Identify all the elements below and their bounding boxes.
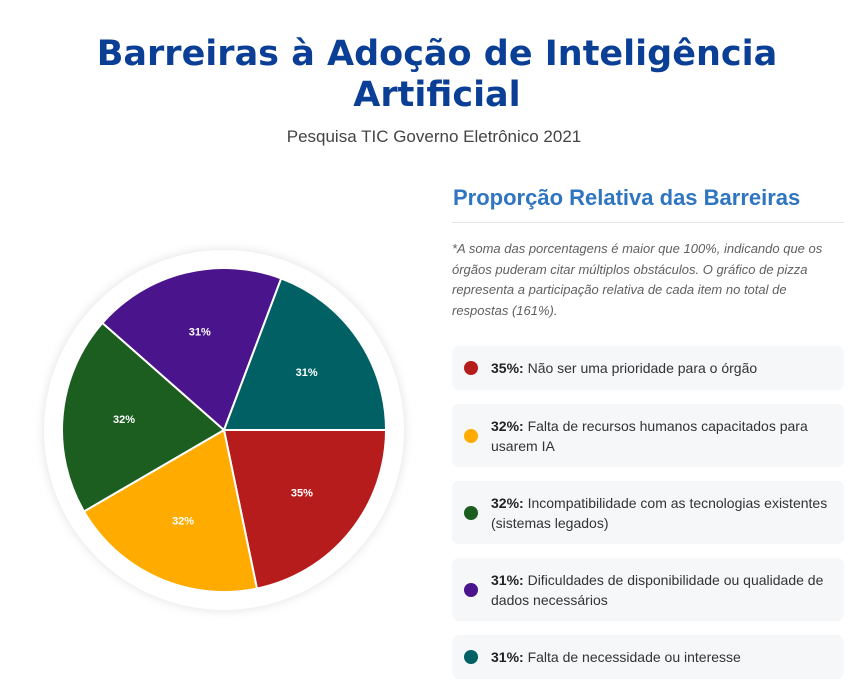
legend-label: Dificuldades de disponibilidade ou quali… [491,571,824,608]
legend-item-4: 31%: Dificuldades de disponibilidade ou … [452,558,844,621]
pie-chart: 35% 32% 32% 31% 31% [44,250,404,610]
pie-slice-2[interactable] [82,428,259,593]
slice-label-4: 31% [189,326,211,338]
pie-slice-4[interactable] [101,267,283,432]
slice-label-3: 32% [113,414,135,426]
legend-color-dot [464,428,478,443]
legend-text: 32%: Falta de recursos humanos capacitad… [491,416,834,456]
pie-slice-1[interactable] [222,429,388,590]
legend-value: 35%: [491,360,524,376]
legend-value: 31%: [491,571,524,588]
page-title: Barreiras à Adoção de Inteligência Artif… [96,34,778,115]
legend-value: 32%: [491,494,524,511]
pie-chart-svg: 35% 32% 32% 31% 31% [44,250,404,610]
slice-label-1: 35% [291,487,313,499]
legend-color-dot [464,582,478,597]
legend-color-dot [464,361,478,375]
legend-value: 32%: [491,417,524,434]
legend-text: 32%: Incompatibilidade com as tecnologia… [491,493,834,533]
legend-item-2: 32%: Falta de recursos humanos capacitad… [452,404,844,467]
legend-color-dot [464,650,478,664]
legend-label: Não ser uma prioridade para o órgão [523,360,758,376]
legend-label: Falta de necessidade ou interesse [523,649,741,665]
legend-value: 31%: [491,649,524,665]
pie-slice-3[interactable] [61,321,226,513]
slice-label-2: 32% [172,516,194,528]
legend-item-3: 32%: Incompatibilidade com as tecnologia… [452,481,844,544]
legend-text: 35%: Não ser uma prioridade para o órgão [491,358,757,378]
legend-panel: Proporção Relativa das Barreiras *A soma… [452,182,844,693]
slice-label-5: 31% [296,367,318,379]
footnote: *A soma das porcentagens é maior que 100… [452,241,823,318]
legend-text: 31%: Falta de necessidade ou interesse [491,647,741,667]
legend-color-dot [464,505,478,520]
legend: 35%: Não ser uma prioridade para o órgão… [452,346,844,679]
panel-title: Proporção Relativa das Barreiras [452,182,844,223]
legend-item-1: 35%: Não ser uma prioridade para o órgão [452,346,844,390]
page-subtitle: Pesquisa TIC Governo Eletrônico 2021 [286,127,582,146]
legend-label: Incompatibilidade com as tecnologias exi… [491,494,828,531]
legend-item-5: 31%: Falta de necessidade ou interesse [452,635,844,679]
legend-label: Falta de recursos humanos capacitados pa… [491,417,808,454]
legend-text: 31%: Dificuldades de disponibilidade ou … [491,570,834,610]
pie-slice-5[interactable] [222,277,388,431]
